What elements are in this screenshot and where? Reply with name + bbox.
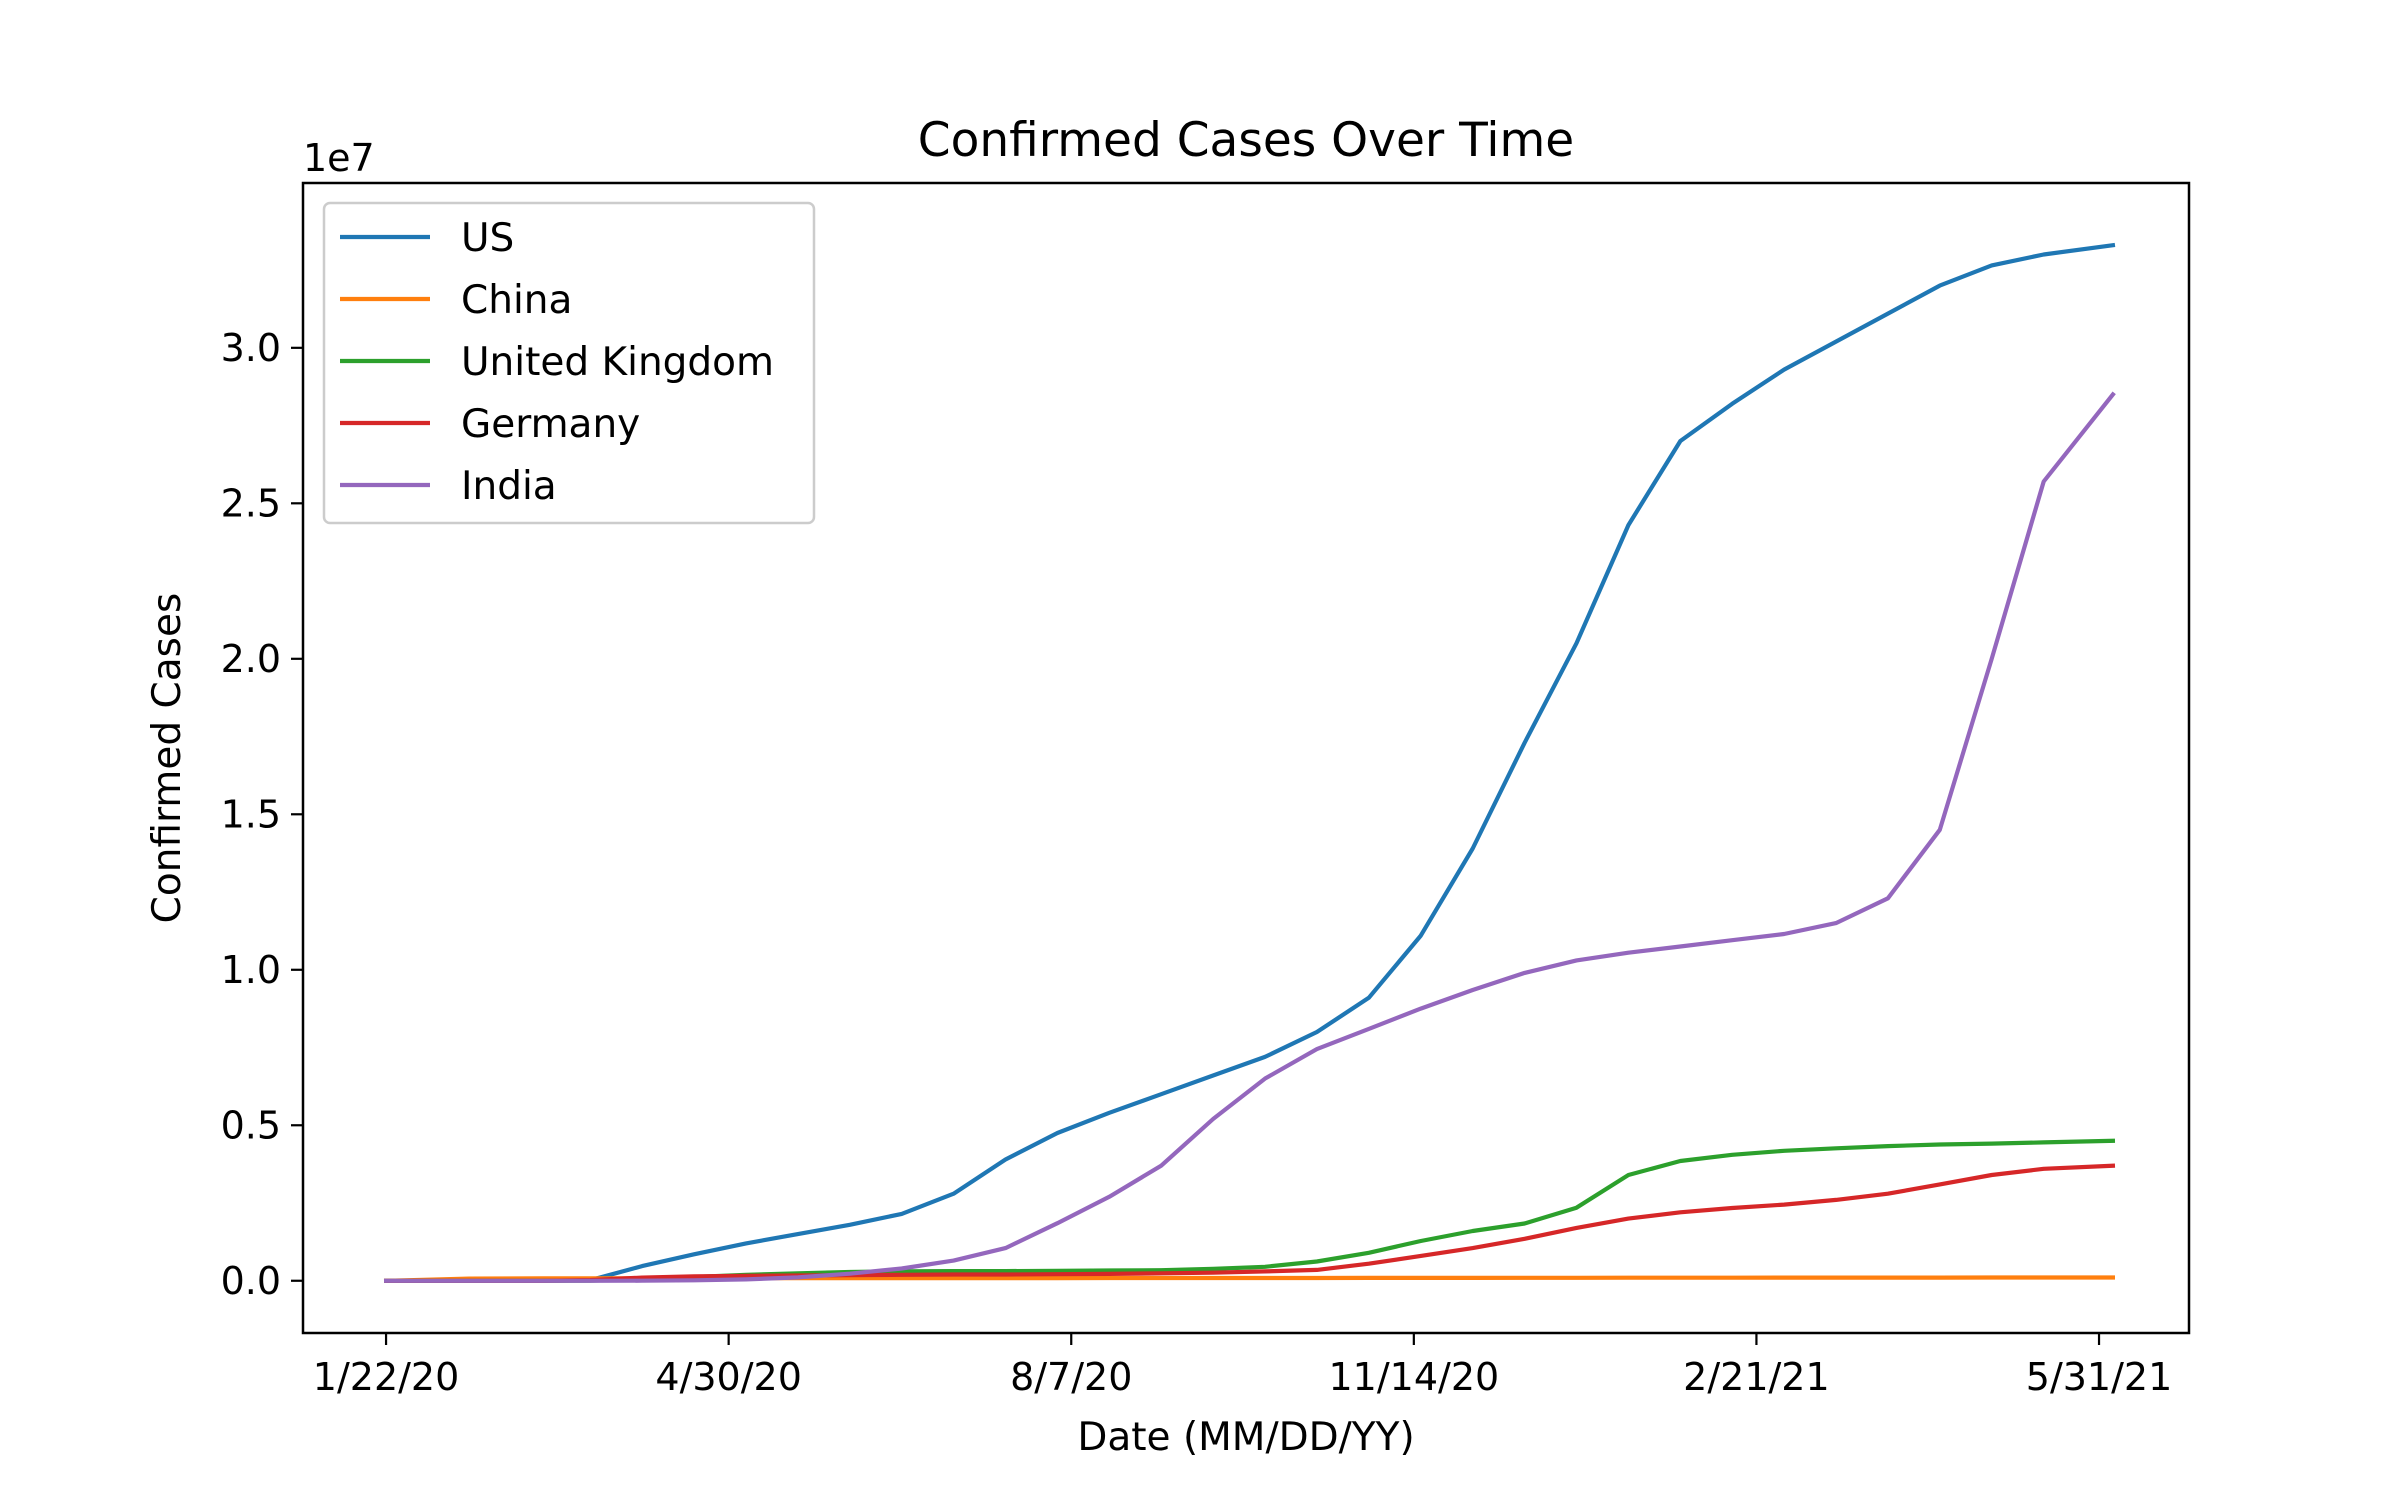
x-tick-label: 8/7/20 — [1010, 1355, 1132, 1399]
legend-label: US — [461, 216, 514, 261]
x-tick-label: 11/14/20 — [1329, 1355, 1500, 1399]
y-offset-label: 1e7 — [303, 136, 375, 180]
y-tick-label: 2.0 — [221, 637, 281, 681]
y-axis-label: Confirmed Cases — [145, 593, 190, 924]
legend-label: United Kingdom — [461, 340, 774, 385]
plot-frame — [301, 181, 2191, 1335]
x-tick-label: 1/22/20 — [313, 1355, 460, 1399]
legend-label: China — [461, 278, 572, 323]
y-axis: 0.0 0.5 1.0 1.5 2.0 2.5 3.0 — [221, 326, 303, 1303]
x-tick-label: 4/30/20 — [655, 1355, 802, 1399]
x-axis-label: Date (MM/DD/YY) — [1077, 1415, 1414, 1460]
legend: US China United Kingdom Germany India — [322, 201, 816, 525]
x-tick-label: 5/31/21 — [2026, 1355, 2173, 1399]
y-tick-label: 2.5 — [221, 481, 281, 525]
x-tick-label: 2/21/21 — [1683, 1355, 1830, 1399]
series-line-germany — [384, 1163, 2116, 1283]
series-line-india — [384, 391, 2116, 1283]
y-tick-label: 3.0 — [221, 326, 281, 370]
chart-title: Confirmed Cases Over Time — [918, 113, 1574, 168]
series-line-us — [384, 242, 2116, 1283]
y-tick-label: 1.5 — [221, 792, 281, 836]
legend-label: India — [461, 464, 557, 509]
legend-label: Germany — [461, 402, 640, 447]
legend-box — [322, 201, 816, 525]
plot-lines — [383, 242, 2116, 1283]
y-tick-label: 0.0 — [221, 1259, 281, 1303]
legend-items: US China United Kingdom Germany India — [340, 216, 774, 509]
y-tick-label: 1.0 — [221, 948, 281, 992]
y-tick-label: 0.5 — [221, 1103, 281, 1147]
x-axis: 1/22/20 4/30/20 8/7/20 11/14/20 2/21/21 5/31/… — [313, 1333, 2172, 1399]
